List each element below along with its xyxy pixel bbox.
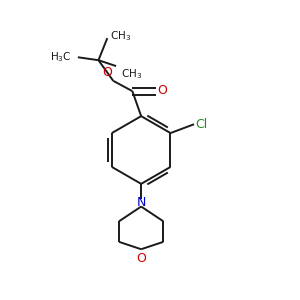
Text: N: N — [136, 196, 146, 209]
Text: CH$_3$: CH$_3$ — [121, 68, 142, 81]
Text: O: O — [158, 84, 167, 97]
Text: O: O — [136, 252, 146, 265]
Text: CH$_3$: CH$_3$ — [110, 29, 131, 43]
Text: Cl: Cl — [196, 118, 208, 131]
Text: H$_3$C: H$_3$C — [50, 50, 72, 64]
Text: O: O — [102, 66, 112, 79]
